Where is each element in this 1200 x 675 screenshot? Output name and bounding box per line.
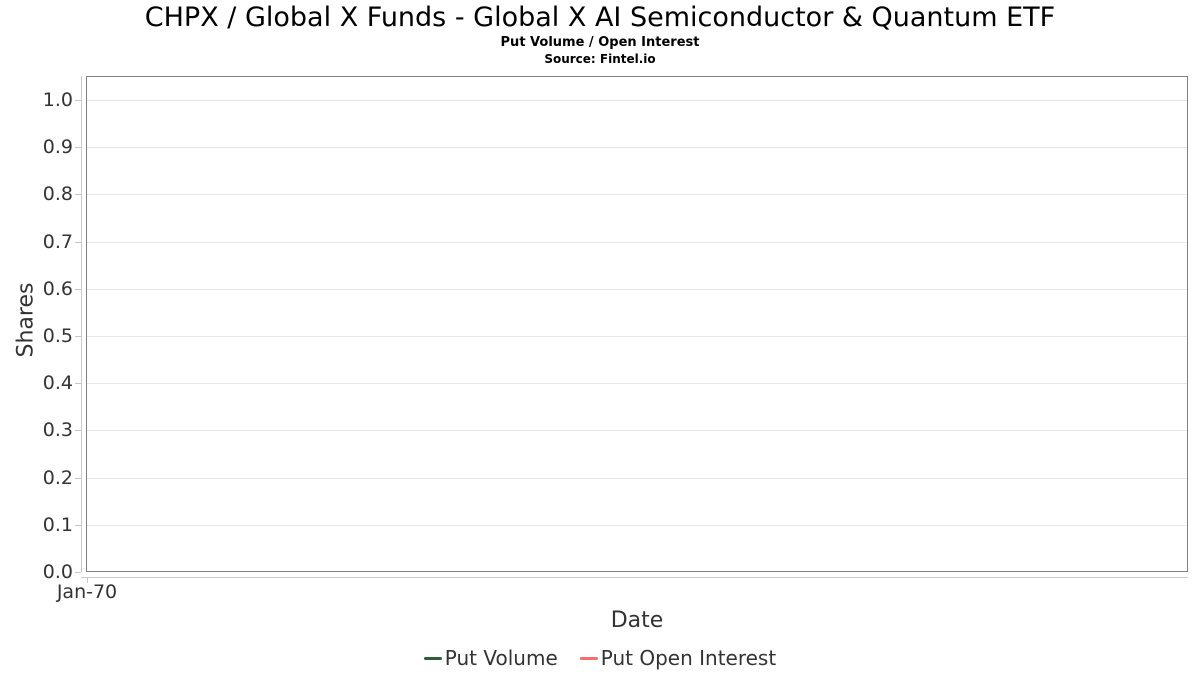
gridline bbox=[87, 100, 1187, 101]
y-axis-tick-label: 0.5 bbox=[42, 325, 73, 347]
y-axis-tick-label: 0.4 bbox=[42, 372, 73, 395]
chart-subtitle: Put Volume / Open Interest bbox=[500, 35, 700, 50]
y-axis-tick-label: 0.0 bbox=[42, 561, 73, 583]
y-axis-tick bbox=[75, 524, 81, 526]
gridline bbox=[87, 430, 1187, 432]
gridline bbox=[87, 194, 1187, 196]
gridline bbox=[87, 383, 1187, 385]
y-axis-tick bbox=[75, 241, 81, 243]
y-axis-tick bbox=[75, 383, 81, 385]
y-axis-tick bbox=[75, 430, 81, 432]
y-axis-tick bbox=[75, 100, 81, 101]
gridline bbox=[87, 524, 1187, 526]
legend-swatch-put-volume bbox=[423, 656, 442, 660]
y-axis-tick bbox=[75, 336, 81, 337]
legend-item-put-open-interest[interactable]: Put Open Interest bbox=[579, 646, 777, 670]
y-axis-tick-label: 0.8 bbox=[42, 183, 73, 206]
x-axis-line bbox=[81, 577, 1188, 578]
y-axis-tick-label: 0.1 bbox=[42, 513, 73, 536]
y-axis-tick-label: 0.3 bbox=[42, 419, 73, 442]
plot-area bbox=[86, 76, 1188, 572]
y-axis-tick-label: 0.2 bbox=[42, 466, 73, 489]
legend-swatch-put-open-interest bbox=[579, 656, 598, 660]
y-axis-tick bbox=[75, 572, 81, 573]
gridline bbox=[87, 336, 1187, 337]
x-axis-tick bbox=[87, 577, 88, 583]
y-axis-tick-label: 0.7 bbox=[42, 230, 73, 253]
gridline bbox=[87, 147, 1187, 149]
y-axis-tick bbox=[75, 194, 81, 196]
y-axis-tick-label: 0.6 bbox=[42, 277, 73, 300]
x-axis-title: Date bbox=[610, 608, 664, 633]
legend: Put Volume Put Open Interest bbox=[0, 646, 1200, 670]
gridline bbox=[87, 477, 1187, 479]
legend-label-put-open-interest: Put Open Interest bbox=[600, 646, 777, 670]
legend-label-put-volume: Put Volume bbox=[444, 646, 558, 670]
y-axis-tick-label: 1.0 bbox=[42, 89, 73, 111]
y-axis-line bbox=[81, 76, 82, 572]
legend-item-put-volume[interactable]: Put Volume bbox=[423, 646, 558, 670]
x-axis-tick-label: Jan-70 bbox=[56, 581, 118, 603]
chart-title: CHPX / Global X Funds - Global X AI Semi… bbox=[144, 2, 1056, 33]
y-axis-tick bbox=[75, 147, 81, 149]
y-axis-tick-label: 0.9 bbox=[42, 136, 73, 159]
y-axis-tick bbox=[75, 288, 81, 290]
gridline bbox=[87, 288, 1187, 290]
gridline bbox=[87, 241, 1187, 243]
y-axis-tick bbox=[75, 477, 81, 479]
source-label: Source: Fintel.io bbox=[544, 52, 656, 66]
